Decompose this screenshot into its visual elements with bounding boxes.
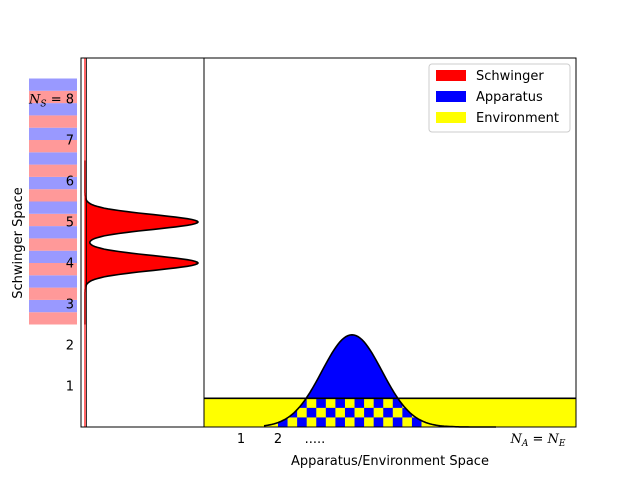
apparatus-peak — [306, 334, 398, 399]
schwinger-stripe — [29, 127, 77, 140]
schwinger-stripe — [29, 78, 77, 91]
checker-cell — [364, 407, 374, 418]
schwinger-stripe — [29, 263, 77, 276]
checker-cell — [354, 398, 365, 409]
checker-cell — [344, 407, 355, 418]
schwinger-stripe — [29, 152, 77, 165]
checker-cell — [287, 417, 298, 427]
schwinger-stripe — [29, 250, 77, 263]
schwinger-stripe — [29, 287, 77, 300]
checker-cell — [297, 417, 307, 427]
schwinger-stripe — [29, 312, 77, 325]
schwinger-stripe-band — [29, 78, 77, 325]
checker-cell — [316, 398, 327, 409]
checker-cell — [344, 417, 355, 427]
x-tick-label: ..... — [305, 432, 326, 447]
x-tick-label: 2 — [274, 432, 282, 447]
x-tick-label: 1 — [237, 432, 245, 447]
checker-cell — [383, 417, 394, 427]
y-tick-label: 7 — [66, 134, 74, 149]
schwinger-peak-fill — [85, 160, 198, 325]
y-tick-label: 2 — [66, 339, 74, 354]
plot-border — [80, 57, 577, 428]
x-tick-labels: 1 2..... NA = NE — [237, 432, 566, 449]
checker-cell — [402, 407, 413, 418]
checker-cell — [354, 417, 365, 427]
legend-swatch — [436, 91, 466, 102]
schwinger-stripe — [29, 140, 77, 153]
legend-label: Schwinger — [476, 69, 544, 84]
checker-cell — [335, 407, 346, 418]
checker-cell — [335, 398, 346, 409]
schwinger-stripe — [29, 275, 77, 288]
x-tick-label: NA = NE — [510, 432, 566, 449]
checker-cell — [383, 398, 394, 409]
schwinger-stripe — [29, 213, 77, 227]
checker-cell — [297, 407, 307, 418]
checker-cell — [306, 398, 317, 409]
y-tick-label: NS = 8 — [28, 93, 74, 110]
checker-cell — [316, 417, 327, 427]
schwinger-stripe — [29, 103, 77, 116]
x-axis-label: Apparatus/Environment Space — [291, 454, 489, 469]
schwinger-stripe — [29, 164, 77, 177]
schwinger-stripe — [29, 115, 77, 128]
schwinger-stripe — [29, 201, 77, 214]
legend-swatch — [436, 70, 466, 81]
checker-cell — [316, 407, 327, 418]
axes-frame — [80, 57, 577, 428]
checker-cell — [402, 417, 413, 427]
checker-cell — [411, 417, 422, 427]
schwinger-stripe — [29, 176, 77, 190]
checker-cell — [325, 398, 336, 409]
checker-cell — [392, 407, 403, 418]
checker-cell — [364, 398, 374, 409]
schwinger-stripe — [29, 299, 77, 313]
y-tick-label: 4 — [66, 257, 74, 272]
checker-cell — [373, 398, 384, 409]
schwinger-stripe — [29, 238, 77, 251]
y-tick-label: 5 — [66, 216, 74, 231]
checker-cell — [344, 398, 355, 409]
legend-label: Apparatus — [476, 90, 543, 105]
schwinger-profile-panel — [84, 58, 200, 427]
checker-cell — [306, 417, 317, 427]
schwinger-peak-outline — [84, 160, 200, 325]
legend-label: Environment — [476, 111, 559, 126]
checker-cell — [383, 407, 394, 418]
checker-cell — [373, 407, 384, 418]
checker-cell — [354, 407, 365, 418]
checker-cell — [278, 417, 288, 427]
checker-cell — [392, 398, 403, 409]
y-tick-label: 6 — [66, 175, 74, 190]
checker-cell — [306, 407, 317, 418]
checker-cell — [392, 417, 403, 427]
checker-cell — [325, 407, 336, 418]
y-axis-label: Schwinger Space — [11, 187, 26, 298]
schwinger-stripe — [29, 90, 77, 104]
y-tick-label: 3 — [66, 298, 74, 313]
legend-swatch — [436, 112, 466, 123]
y-tick-labels: 1 2 3 4 5 6 7 NS = 8 — [28, 93, 74, 395]
schwinger-stripe — [29, 226, 77, 239]
checker-cell — [373, 417, 384, 427]
checker-cell — [364, 417, 374, 427]
legend: Schwinger Apparatus Environment — [428, 63, 571, 133]
checker-cell — [335, 417, 346, 427]
checker-cell — [325, 417, 336, 427]
apparatus-environment-panel — [204, 333, 576, 428]
schwinger-stripe — [29, 189, 77, 202]
y-tick-label: 1 — [66, 380, 74, 395]
